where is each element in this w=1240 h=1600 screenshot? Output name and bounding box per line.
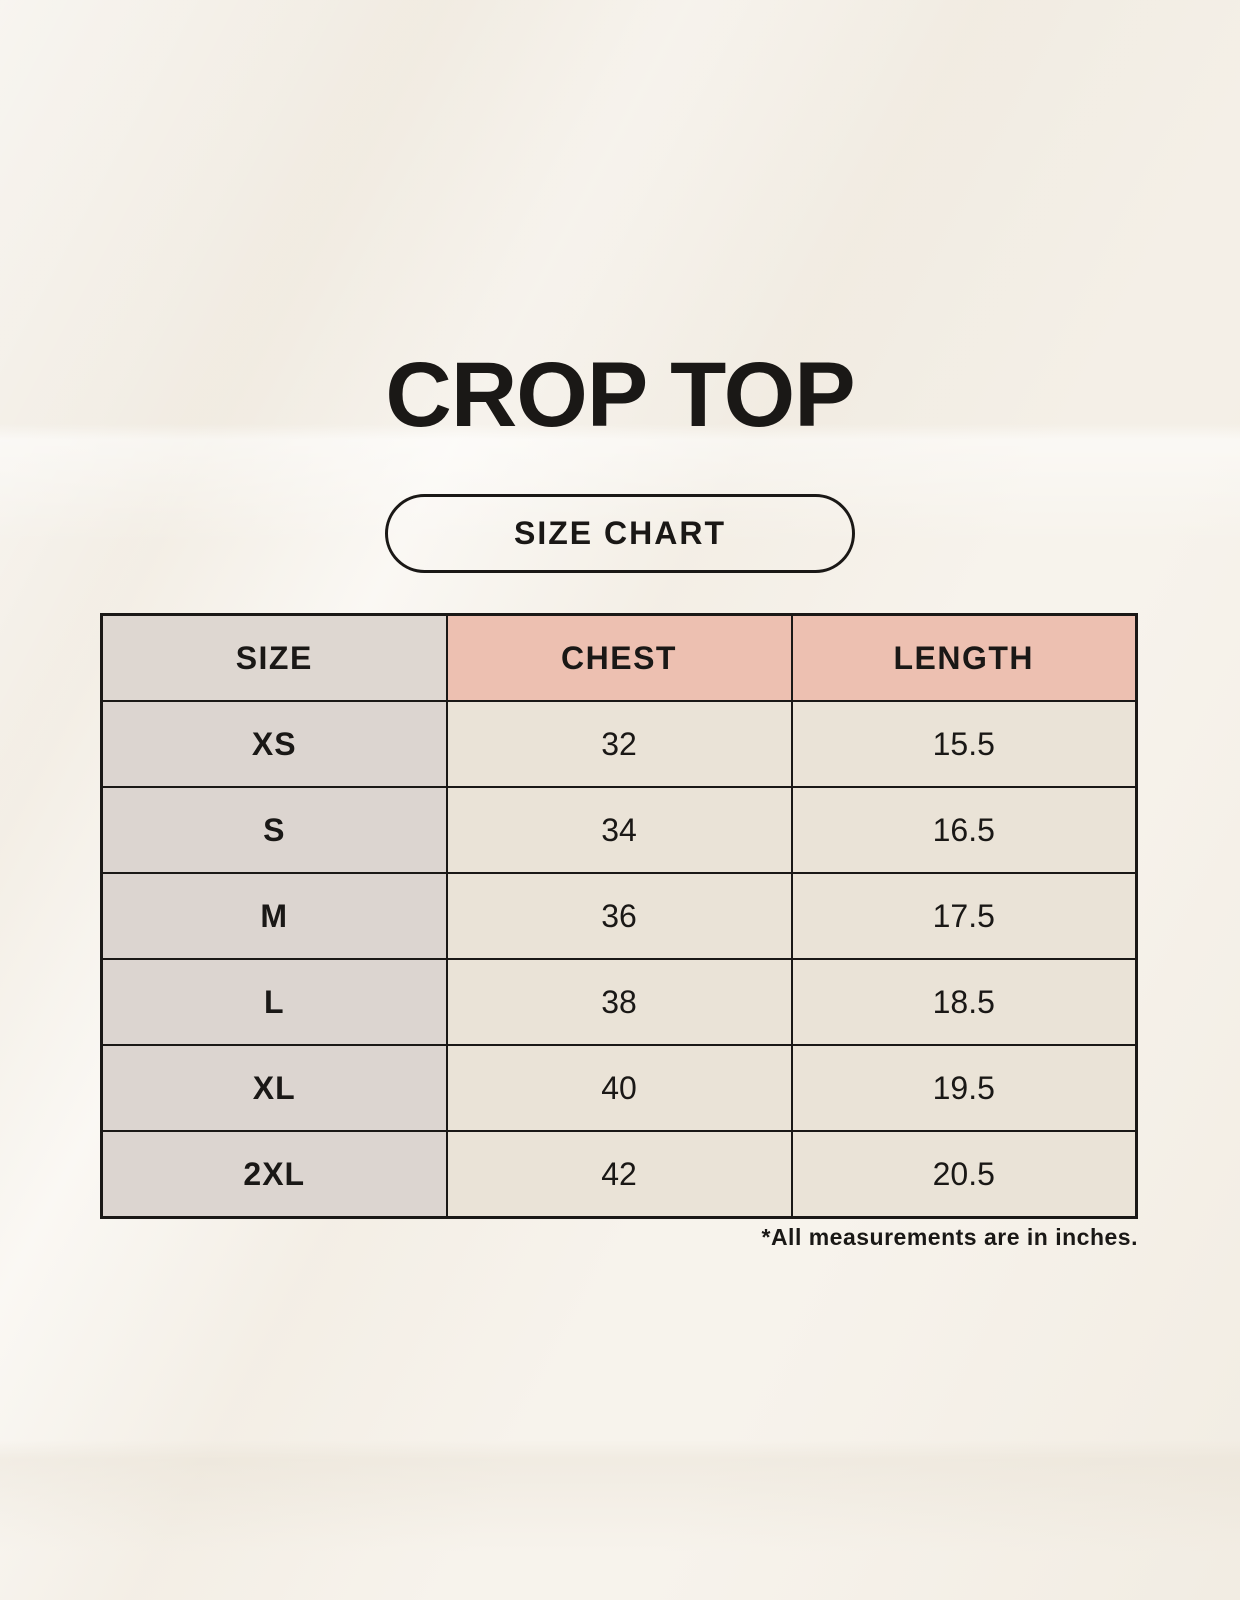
table-row: S 34 16.5 xyxy=(100,786,1138,874)
table-row: L 38 18.5 xyxy=(100,958,1138,1046)
size-label: XS xyxy=(100,700,448,788)
chest-value: 34 xyxy=(445,786,793,874)
header-row: SIZE CHEST LENGTH xyxy=(100,613,1138,702)
column-header-size: SIZE xyxy=(100,613,448,702)
size-label: XL xyxy=(100,1044,448,1132)
size-label: M xyxy=(100,872,448,960)
length-value: 17.5 xyxy=(790,872,1138,960)
table-row: XS 32 15.5 xyxy=(100,700,1138,788)
chest-value: 40 xyxy=(445,1044,793,1132)
column-header-length: LENGTH xyxy=(790,613,1138,702)
size-label: S xyxy=(100,786,448,874)
chest-value: 36 xyxy=(445,872,793,960)
product-title: CROP TOP xyxy=(385,344,855,446)
table-row: M 36 17.5 xyxy=(100,872,1138,960)
length-value: 20.5 xyxy=(790,1130,1138,1219)
table-row: 2XL 42 20.5 xyxy=(100,1130,1138,1219)
table-row: XL 40 19.5 xyxy=(100,1044,1138,1132)
chest-value: 32 xyxy=(445,700,793,788)
length-value: 15.5 xyxy=(790,700,1138,788)
length-value: 18.5 xyxy=(790,958,1138,1046)
size-chart-table: SIZE CHEST LENGTH XS 32 15.5 S 34 16.5 M… xyxy=(100,613,1138,1219)
length-value: 16.5 xyxy=(790,786,1138,874)
length-value: 19.5 xyxy=(790,1044,1138,1132)
size-label: L xyxy=(100,958,448,1046)
size-chart-badge-label: SIZE CHART xyxy=(514,515,726,551)
column-header-chest: CHEST xyxy=(445,613,793,702)
measurements-footnote: *All measurements are in inches. xyxy=(761,1224,1138,1250)
size-chart-badge: SIZE CHART xyxy=(385,494,855,573)
chest-value: 42 xyxy=(445,1130,793,1219)
size-label: 2XL xyxy=(100,1130,448,1219)
chest-value: 38 xyxy=(445,958,793,1046)
